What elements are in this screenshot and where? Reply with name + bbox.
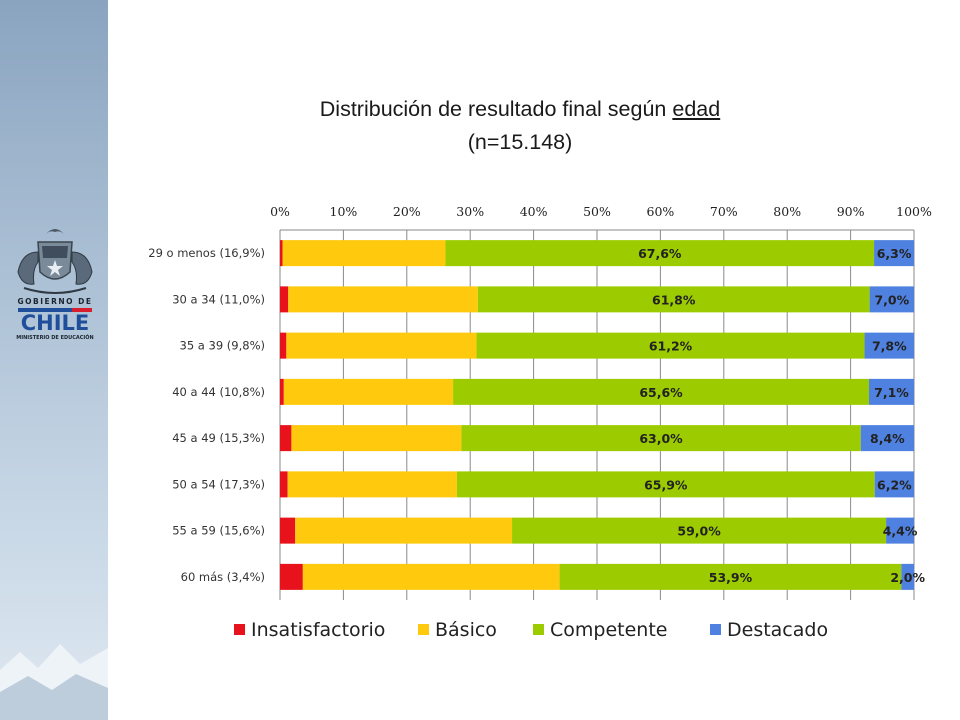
legend-label: Destacado <box>727 619 828 641</box>
bar-segment <box>477 286 870 313</box>
bar-segment <box>280 425 292 452</box>
logo-blue-bar <box>18 308 92 312</box>
x-tick-label: 50% <box>583 204 611 219</box>
legend-label: Básico <box>435 619 497 641</box>
bar-segment <box>280 332 287 359</box>
coat-of-arms-emblem <box>17 229 93 294</box>
bar-segment <box>280 563 303 590</box>
logo-gobierno-text: GOBIERNO DE <box>17 297 92 306</box>
bar-segment <box>302 563 560 590</box>
sidebar-banner: GOBIERNO DE CHILE MINISTERIO DE EDUCACIÓ… <box>0 0 108 720</box>
bar-segment <box>559 563 902 590</box>
slide-title: Distribución de resultado final según ed… <box>160 93 880 159</box>
bar-segment <box>280 286 289 313</box>
gobierno-de-chile-logo: GOBIERNO DE CHILE MINISTERIO DE EDUCACIÓ… <box>16 229 94 341</box>
category-label: 50 a 54 (17,3%) <box>172 477 265 491</box>
title-main-text: Distribución de resultado final según <box>319 97 673 121</box>
x-tick-label: 0% <box>270 204 290 219</box>
bar-segment <box>476 332 865 359</box>
legend-swatch <box>710 624 721 635</box>
x-tick-label: 90% <box>837 204 865 219</box>
category-label: 45 a 49 (15,3%) <box>172 431 265 445</box>
bar-segment <box>287 471 457 498</box>
data-label: 67,6% <box>638 246 682 261</box>
legend-swatch <box>234 624 245 635</box>
data-label: 4,4% <box>883 524 918 539</box>
x-tick-label: 70% <box>710 204 738 219</box>
bar-segment <box>280 378 284 405</box>
bar-segment <box>280 517 296 544</box>
bar-segment <box>295 517 513 544</box>
title-line-1: Distribución de resultado final según ed… <box>160 93 880 126</box>
logo-ministry-text: MINISTERIO DE EDUCACIÓN <box>16 334 93 341</box>
x-tick-label: 10% <box>330 204 358 219</box>
bar-segment <box>456 471 875 498</box>
bar-segment <box>860 425 914 452</box>
data-label: 65,9% <box>644 477 688 492</box>
data-label: 7,1% <box>874 385 909 400</box>
x-tick-label: 60% <box>647 204 675 219</box>
x-tick-label: 80% <box>773 204 801 219</box>
legend-label: Competente <box>550 619 667 641</box>
category-label: 55 a 59 (15,6%) <box>172 524 265 538</box>
category-label: 29 o menos (16,9%) <box>148 246 265 260</box>
data-label: 61,2% <box>649 339 693 354</box>
x-tick-label: 20% <box>393 204 421 219</box>
snowy-mountains-image <box>0 644 108 720</box>
x-tick-label: 30% <box>456 204 484 219</box>
category-label: 35 a 39 (9,8%) <box>180 339 265 353</box>
data-label: 8,4% <box>870 431 905 446</box>
bar-segment <box>291 425 462 452</box>
data-label: 65,6% <box>639 385 683 400</box>
data-label: 59,0% <box>677 524 721 539</box>
logo-red-bar <box>72 308 92 312</box>
bar-segment <box>445 240 875 267</box>
data-label: 7,0% <box>874 292 909 307</box>
bar-segment <box>282 240 446 267</box>
category-label: 60 más (3,4%) <box>181 570 265 584</box>
category-label: 40 a 44 (10,8%) <box>172 385 265 399</box>
data-label: 53,9% <box>709 570 753 585</box>
bar-segment <box>512 517 887 544</box>
data-label: 6,2% <box>877 477 912 492</box>
data-label: 63,0% <box>639 431 683 446</box>
data-label: 6,3% <box>877 246 912 261</box>
x-tick-label: 100% <box>896 204 932 219</box>
title-line-2: (n=15.148) <box>467 130 573 154</box>
bar-segment <box>868 378 914 405</box>
bar-segment <box>874 240 914 267</box>
bar-segment <box>283 378 454 405</box>
bar-segment <box>461 425 861 452</box>
bar-segment <box>886 517 914 544</box>
bar-segment <box>901 563 914 590</box>
bar-segment <box>874 471 914 498</box>
data-label: 61,8% <box>652 292 696 307</box>
bar-segment <box>288 286 478 313</box>
data-label: 2,0% <box>890 570 925 585</box>
x-tick-label: 40% <box>520 204 548 219</box>
data-label: 7,8% <box>872 339 907 354</box>
logo-chile-text: CHILE <box>21 311 90 335</box>
bar-segment <box>453 378 869 405</box>
bar-segment <box>864 332 914 359</box>
bar-segment <box>280 471 288 498</box>
legend-swatch <box>533 624 544 635</box>
bar-segment <box>869 286 914 313</box>
bar-segment <box>280 240 283 267</box>
category-label: 30 a 34 (11,0%) <box>172 292 265 306</box>
legend-swatch <box>418 624 429 635</box>
bar-segment <box>286 332 477 359</box>
legend-label: Insatisfactorio <box>251 619 385 641</box>
title-underlined-word: edad <box>672 97 721 121</box>
